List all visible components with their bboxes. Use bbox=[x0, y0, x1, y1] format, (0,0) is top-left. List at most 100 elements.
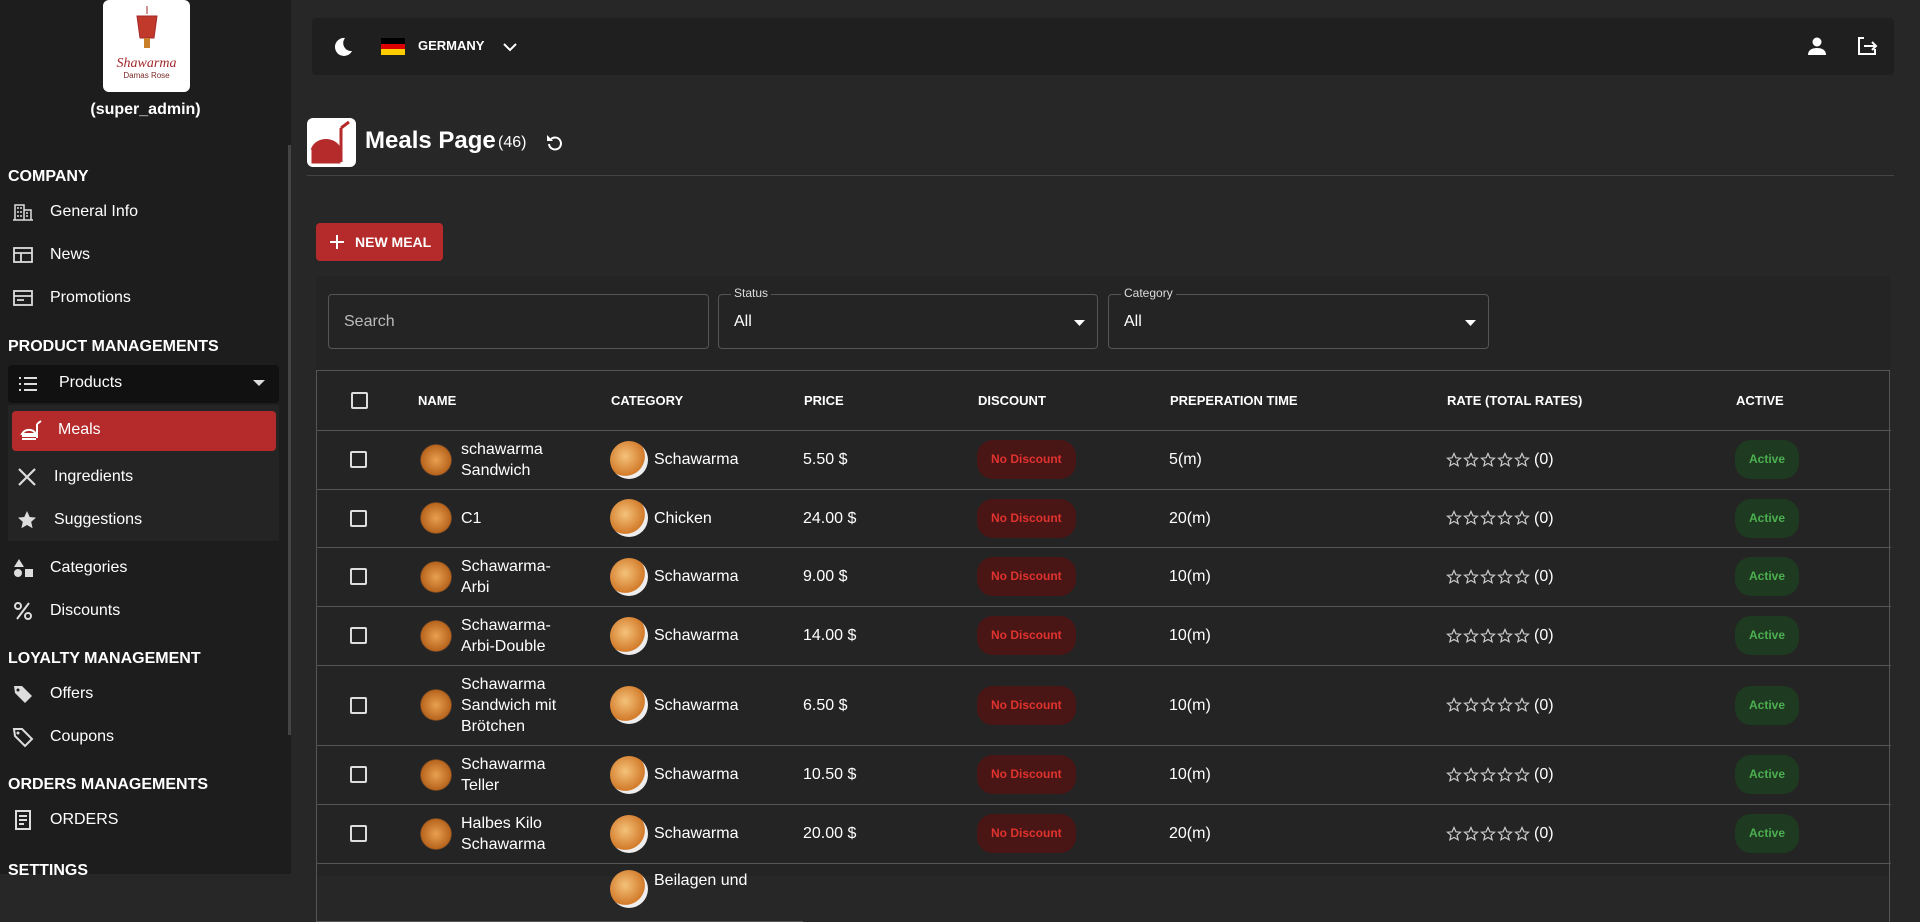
nav-item[interactable]: Coupons bbox=[12, 722, 114, 752]
icon bbox=[14, 686, 32, 703]
table-row: Halbes Kilo Schawarma Schawarma 20.00 $ No … bbox=[317, 804, 1891, 864]
cell: Active bbox=[1735, 606, 1891, 666]
nav-item[interactable]: Promotions bbox=[12, 283, 131, 313]
page-title: Meals Page bbox=[365, 127, 496, 154]
select-value: All bbox=[734, 313, 752, 330]
checkbox[interactable] bbox=[350, 766, 367, 783]
logo-name: Shawarma bbox=[116, 56, 177, 71]
nav-item-active[interactable]: Meals bbox=[12, 411, 276, 451]
nav-label: Categories bbox=[50, 559, 128, 576]
meal-name: Schawarma-Arbi-Double bbox=[461, 616, 551, 655]
cell: Schawarma bbox=[610, 745, 803, 805]
cell: Active bbox=[1735, 547, 1891, 607]
nav-group[interactable]: Products bbox=[8, 365, 279, 403]
nav-item[interactable]: Categories bbox=[12, 553, 127, 583]
checkbox[interactable] bbox=[350, 568, 367, 585]
section-title: SETTINGS bbox=[8, 862, 89, 879]
meal-name: Schawarma-Arbi bbox=[461, 557, 551, 596]
field-label: Status bbox=[731, 286, 772, 300]
rating-count: (0) bbox=[1534, 509, 1554, 527]
meal-name: Schawarma Sandwich mit Brötchen bbox=[461, 675, 557, 735]
select-all bbox=[317, 371, 417, 431]
theme-toggle[interactable] bbox=[332, 36, 354, 58]
cell: (0) bbox=[1446, 547, 1735, 607]
prep-time: 10(m) bbox=[1169, 547, 1446, 607]
country[interactable]: GERMANY bbox=[418, 38, 485, 53]
icon bbox=[19, 377, 37, 391]
checkbox[interactable] bbox=[350, 825, 367, 842]
checkbox[interactable] bbox=[350, 627, 367, 644]
page-icon bbox=[307, 118, 356, 167]
table-row: Schawarma-Arbi Schawarma 9.00 $ No Discount… bbox=[317, 547, 1891, 607]
meal-image bbox=[417, 557, 455, 596]
status-select[interactable]: Status All bbox=[718, 286, 1098, 349]
section-title: LOYALTY MANAGEMENT bbox=[8, 650, 201, 667]
chevron[interactable] bbox=[503, 42, 517, 52]
stars bbox=[1446, 568, 1530, 584]
nav-item[interactable]: Suggestions bbox=[16, 505, 142, 535]
discount-badge: No Discount bbox=[977, 557, 1076, 596]
price: 10.50 $ bbox=[803, 745, 977, 805]
cell: Schawarma Sandwich mit Brötchen bbox=[417, 665, 610, 746]
checkbox[interactable] bbox=[350, 451, 367, 468]
cell: Chicken bbox=[610, 489, 803, 548]
cell: (0) bbox=[1446, 430, 1735, 490]
cell: Beilagen und bbox=[610, 863, 803, 922]
search-input[interactable]: Search bbox=[328, 294, 709, 349]
nav-item[interactable]: News bbox=[12, 240, 90, 270]
rating: (0) bbox=[1446, 449, 1735, 470]
cell: Active bbox=[1735, 665, 1891, 746]
rating: (0) bbox=[1446, 695, 1735, 716]
category-image bbox=[610, 440, 648, 479]
nav-item[interactable]: Offers bbox=[12, 679, 93, 709]
category-wrap: Schawarma bbox=[610, 616, 803, 655]
cell bbox=[317, 804, 417, 864]
cell: Active bbox=[1735, 430, 1891, 490]
discount-badge: No Discount bbox=[977, 685, 1076, 725]
rating-count: (0) bbox=[1534, 825, 1554, 842]
stars bbox=[1446, 451, 1530, 467]
nav-item[interactable]: General Info bbox=[12, 197, 138, 227]
rating: (0) bbox=[1446, 625, 1735, 646]
cell: No Discount bbox=[977, 745, 1169, 805]
category-wrap: Schawarma bbox=[610, 440, 803, 479]
user-icon[interactable] bbox=[1806, 35, 1828, 57]
category-name: Schawarma bbox=[654, 696, 739, 714]
name-wrap: Halbes Kilo Schawarma bbox=[417, 813, 610, 855]
meal-image bbox=[417, 616, 455, 655]
table-wrap: NAME CATEGORY PRICE DISCOUNT PREPERATION TIM… bbox=[316, 370, 1891, 922]
cell: Schawarma bbox=[610, 547, 803, 607]
table-row: C1 Chicken 24.00 $ No Discount 20(m) (0) Activ… bbox=[317, 489, 1891, 548]
checkbox[interactable] bbox=[351, 391, 368, 409]
meal-name: Schawarma Teller bbox=[461, 755, 546, 794]
name-wrap: Schawarma-Arbi-Double bbox=[417, 615, 610, 657]
logo-icon bbox=[135, 6, 158, 48]
nav-label: General Info bbox=[50, 203, 139, 220]
cell: No Discount bbox=[977, 430, 1169, 490]
nav-label: Meals bbox=[58, 421, 101, 438]
table-row-partial: Beilagen und bbox=[317, 863, 1891, 922]
rating-count: (0) bbox=[1534, 766, 1554, 783]
nav-item[interactable]: Ingredients bbox=[16, 462, 133, 492]
rating: (0) bbox=[1446, 823, 1735, 844]
discount-badge: No Discount bbox=[977, 814, 1076, 853]
nav-item[interactable]: ORDERS bbox=[12, 805, 118, 835]
cell: No Discount bbox=[977, 804, 1169, 864]
cell: (0) bbox=[1446, 665, 1735, 746]
checkbox[interactable] bbox=[350, 509, 367, 527]
discount-badge: No Discount bbox=[977, 755, 1076, 794]
table-row: Schawarma Sandwich mit Brötchen Schawarma… bbox=[317, 665, 1891, 746]
logout-icon[interactable] bbox=[1856, 35, 1878, 57]
discount-badge: No Discount bbox=[977, 616, 1076, 655]
refresh[interactable] bbox=[544, 132, 566, 154]
category-select[interactable]: Category All bbox=[1108, 286, 1489, 349]
icon bbox=[14, 559, 33, 577]
caret bbox=[1074, 320, 1085, 326]
table-row: Schawarma Teller Schawarma 10.50 $ No Disco… bbox=[317, 745, 1891, 805]
nav-label: Coupons bbox=[50, 728, 115, 745]
new-meal-button[interactable]: NEW MEAL bbox=[316, 223, 443, 261]
checkbox[interactable] bbox=[350, 696, 367, 714]
nav-item[interactable]: Discounts bbox=[12, 596, 120, 626]
meal-image bbox=[417, 440, 455, 479]
cell bbox=[317, 863, 417, 922]
